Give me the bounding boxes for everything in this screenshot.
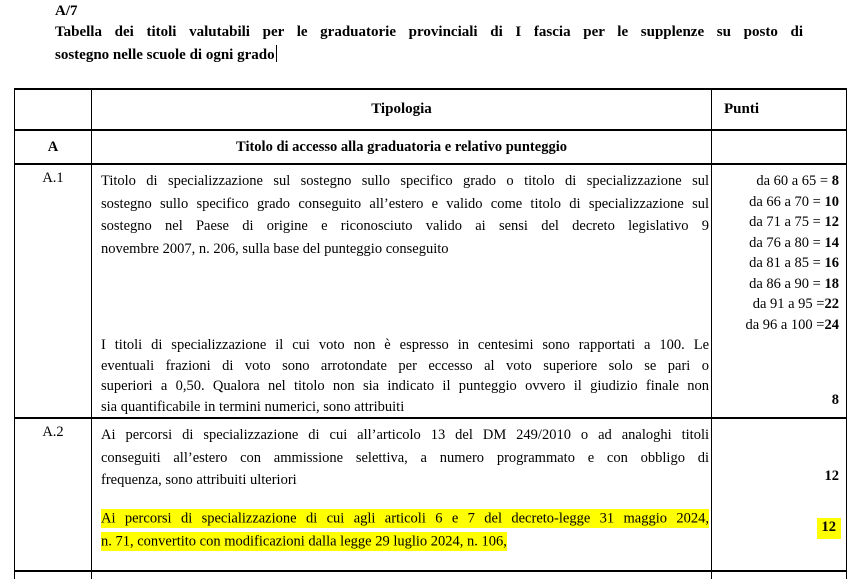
next-row-label-stub: [15, 572, 92, 579]
text-line: sostegno sullo specifico grado conseguit…: [101, 195, 709, 212]
table-header-empty: [15, 90, 92, 131]
document-title-line: sostegno nelle scuole di ogni grado: [55, 44, 803, 67]
row-a2-points: 12 12: [712, 419, 846, 572]
row-a1-points: da 60 a 65 = 8 da 66 a 70 = 10 da 71 a 7…: [712, 165, 846, 419]
text-line: conseguiti all’estero con ammissione sel…: [101, 449, 709, 466]
score-scale-line: da 76 a 80 = 14: [749, 234, 839, 251]
text-line: novembre 2007, n. 206, sulla base del pu…: [101, 240, 449, 257]
score-scale-line: da 71 a 75 = 12: [749, 214, 839, 230]
score-scale-line: da 86 a 90 = 18: [749, 275, 839, 292]
score-scale-line: da 66 a 70 = 10: [749, 193, 839, 210]
row-a-label: A: [15, 131, 92, 165]
document-title[interactable]: Tabella dei titoli valutabili per le gra…: [55, 21, 803, 66]
score-scale-line: da 60 a 65 = 8: [756, 173, 839, 189]
row-a-points: [712, 131, 846, 165]
row-a1-paragraph-2-points: 8: [831, 392, 839, 408]
text-line: n. 71, convertito con modificazioni dall…: [101, 530, 709, 553]
row-a2-paragraph-1-points: 12: [824, 468, 840, 484]
text-line: I titoli di specializzazione il cui voto…: [101, 337, 709, 353]
row-a2-content[interactable]: Ai percorsi di specializzazione di cui a…: [92, 419, 712, 572]
highlight-mark: Ai percorsi di specializzazione di cui a…: [101, 509, 709, 528]
text-cursor: [275, 44, 278, 62]
table-header-punti: Punti: [712, 90, 846, 131]
text-line: sia quantificabile in termini numerici, …: [101, 398, 405, 415]
row-a1-paragraph-2: I titoli di specializzazione il cui voto…: [101, 335, 709, 417]
row-a2-paragraph-1: Ai percorsi di specializzazione di cui a…: [101, 424, 709, 492]
table-header-tipologia: Tipologia: [92, 90, 712, 131]
next-row-content-stub: [92, 572, 712, 579]
row-a2-points-highlighted: 12: [816, 518, 841, 539]
text-line: superiori a 0,50. Qualora nel titolo non…: [101, 378, 709, 394]
document-code: A/7: [55, 3, 78, 19]
score-scale: da 60 a 65 = 8 da 66 a 70 = 10 da 71 a 7…: [716, 171, 839, 335]
row-a2-highlighted-paragraph: Ai percorsi di specializzazione di cui a…: [101, 508, 709, 553]
text-line: Ai percorsi di specializzazione di cui a…: [101, 427, 709, 443]
highlight-mark: n. 71, convertito con modificazioni dall…: [101, 531, 507, 551]
text-line: frequenza, sono attribuiti ulteriori: [101, 472, 297, 488]
row-a1-content[interactable]: Titolo di specializzazione sul sostegno …: [92, 165, 712, 419]
next-row-points-stub: [712, 572, 846, 579]
row-a2-label: A.2: [15, 419, 92, 572]
text-line: Titolo di specializzazione sul sostegno …: [101, 173, 709, 189]
row-a1-paragraph-1: Titolo di specializzazione sul sostegno …: [101, 170, 709, 260]
text-line: Ai percorsi di specializzazione di cui a…: [101, 508, 709, 531]
text-line: eventuali frazioni di voto sono arrotond…: [101, 357, 709, 374]
score-scale-line: da 91 a 95 =22: [752, 296, 839, 312]
row-a-title: Titolo di accesso alla graduatoria e rel…: [92, 131, 712, 165]
score-scale-line: da 96 a 100 =24: [745, 316, 839, 333]
document-title-line: Tabella dei titoli valutabili per le gra…: [55, 24, 803, 40]
text-line: sostegno nel Paese di origine e riconosc…: [101, 218, 709, 234]
titles-table: Tipologia Punti A Titolo di accesso alla…: [14, 88, 847, 579]
row-a1-label: A.1: [15, 165, 92, 419]
score-scale-line: da 81 a 85 = 16: [749, 255, 839, 271]
